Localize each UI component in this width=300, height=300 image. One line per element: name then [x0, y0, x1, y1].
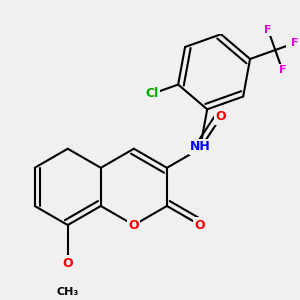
- Text: O: O: [195, 219, 205, 232]
- Text: F: F: [265, 25, 272, 35]
- Text: Cl: Cl: [146, 87, 159, 100]
- Text: NH: NH: [190, 140, 211, 153]
- Text: F: F: [291, 38, 299, 48]
- Text: O: O: [216, 110, 226, 123]
- Text: O: O: [62, 257, 73, 270]
- Text: O: O: [129, 219, 139, 232]
- Text: F: F: [278, 65, 286, 75]
- Text: CH₃: CH₃: [57, 287, 79, 297]
